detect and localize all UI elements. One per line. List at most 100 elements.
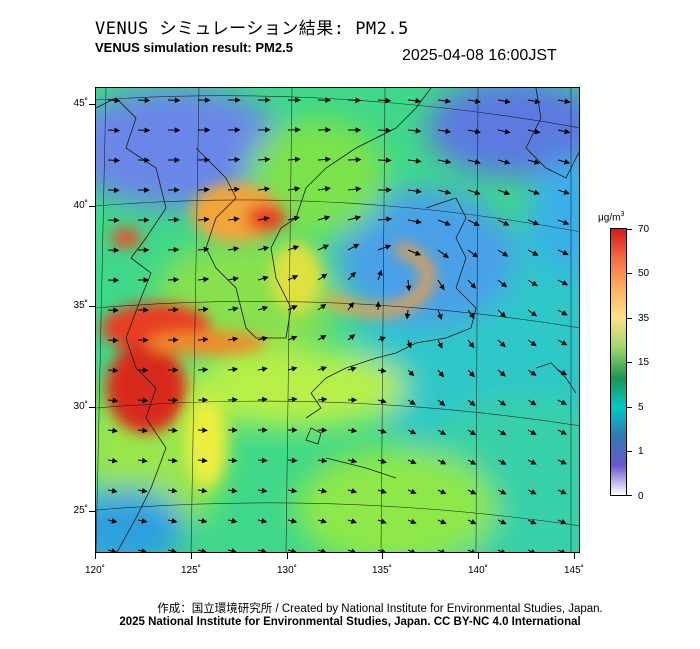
wind-arrow-head <box>261 366 268 372</box>
wind-arrow-head <box>500 429 507 436</box>
wind-arrow-head <box>144 187 150 193</box>
wind-arrow-head <box>202 366 209 373</box>
wind-arrow-head <box>201 457 208 464</box>
wind-arrow-head <box>350 366 357 372</box>
wind-arrow-head <box>501 281 508 288</box>
wind-arrow-head <box>291 548 297 552</box>
wind-arrow-head <box>233 216 240 222</box>
wind-arrow-head <box>474 189 481 196</box>
wind-arrow-head <box>409 399 416 405</box>
wind-arrow-head <box>501 549 505 552</box>
wind-arrow-head <box>380 398 387 404</box>
lon-tick <box>191 553 192 559</box>
wind-arrow-head <box>232 306 239 312</box>
wind-arrow-head <box>445 128 452 134</box>
wind-arrow-head <box>322 244 330 250</box>
wind-arrow-head <box>173 217 180 223</box>
wind-arrow-head <box>470 489 477 495</box>
wind-arrow-head <box>472 251 479 258</box>
wind-arrow-head <box>534 128 541 135</box>
wind-arrow-head <box>141 487 148 494</box>
wind-arrow-head <box>442 252 449 259</box>
wind-arrow-head <box>561 549 565 552</box>
wind-arrow-head <box>350 271 356 278</box>
colorbar-tick <box>627 495 632 496</box>
wind-arrow-head <box>174 187 180 193</box>
wind-arrow-head <box>415 188 422 194</box>
wind-arrow-head <box>325 156 332 163</box>
pm25-map[interactable] <box>95 87 580 553</box>
wind-arrow-head <box>530 429 537 435</box>
wind-arrow-head <box>202 306 209 313</box>
colorbar-label-5: 5 <box>638 402 644 413</box>
wind-arrow-head <box>262 305 269 312</box>
wind-arrow-head <box>379 336 387 342</box>
wind-arrow-head <box>351 427 358 434</box>
wind-arrow-head <box>111 488 118 494</box>
map-canvas <box>96 88 579 552</box>
wind-arrow-head <box>380 367 387 374</box>
colorbar-unit: μg/m3 <box>598 211 625 224</box>
wind-arrow-head <box>324 186 331 192</box>
lon-label-125: 125˚ <box>180 565 201 576</box>
wind-arrow-head <box>232 276 239 282</box>
wind-arrow-head <box>320 303 327 310</box>
wind-arrow-head <box>500 519 507 525</box>
wind-arrow-head <box>174 157 181 163</box>
wind-arrow-head <box>112 337 119 344</box>
wind-arrow-head <box>563 219 570 225</box>
wind-arrow-head <box>445 189 452 195</box>
lon-label-120: 120˚ <box>84 565 105 576</box>
colorbar-label-15: 15 <box>638 357 650 368</box>
wind-arrow-head <box>563 189 570 195</box>
wind-arrow-head <box>380 488 387 494</box>
wind-arrow-head <box>377 269 383 276</box>
wind-arrow-head <box>385 157 392 164</box>
wind-arrow-head <box>264 186 271 192</box>
wind-arrow-head <box>410 518 417 525</box>
lat-label-40: 40˚ <box>73 200 88 211</box>
wind-arrow-head <box>560 369 568 376</box>
wind-arrow-head <box>410 488 417 495</box>
lon-label-140: 140˚ <box>467 565 488 576</box>
coastlines <box>96 88 579 552</box>
wind-arrow-head <box>234 97 241 103</box>
wind-arrow-head <box>386 216 393 223</box>
wind-arrow-head <box>294 186 301 192</box>
wind-arrow-head <box>530 399 537 406</box>
wind-arrow-head <box>415 218 422 225</box>
wind-arrow-head <box>502 251 509 257</box>
wind-arrow-head <box>354 215 362 221</box>
wind-arrow-head <box>320 334 327 341</box>
wind-arrow-head <box>173 306 179 313</box>
colorbar <box>610 228 627 496</box>
wind-arrow-head <box>444 220 451 226</box>
lon-tick <box>287 553 288 559</box>
wind-arrow-head <box>380 518 387 524</box>
wind-arrow-head <box>381 548 386 552</box>
wind-arrow-head <box>437 313 443 320</box>
wind-arrow-head <box>321 548 326 552</box>
wind-arrow-head <box>171 518 178 524</box>
wind-arrow-head <box>440 519 447 525</box>
wind-arrow-head <box>172 397 179 403</box>
wind-arrow-head <box>262 275 269 282</box>
lat-tick <box>89 511 95 512</box>
wind-arrow-head <box>530 459 537 465</box>
wind-arrow-head <box>264 156 271 163</box>
wind-arrow-head <box>233 246 240 252</box>
wind-arrow-head <box>561 310 568 316</box>
wind-arrow-head <box>385 244 392 250</box>
wind-arrow-head <box>533 220 540 226</box>
wind-arrow-head <box>261 518 268 524</box>
wind-arrow-head <box>111 457 118 464</box>
title-english: VENUS simulation result: PM2.5 <box>95 40 293 55</box>
wind-arrow-head <box>293 215 300 222</box>
wind-arrow-head <box>141 518 148 524</box>
wind-arrow-head <box>530 370 537 376</box>
wind-arrow-head <box>114 157 120 164</box>
wind-arrow-head <box>203 276 210 283</box>
wind-arrow-head <box>291 427 298 433</box>
wind-arrow-head <box>355 127 362 133</box>
wind-arrow-head <box>439 429 447 435</box>
